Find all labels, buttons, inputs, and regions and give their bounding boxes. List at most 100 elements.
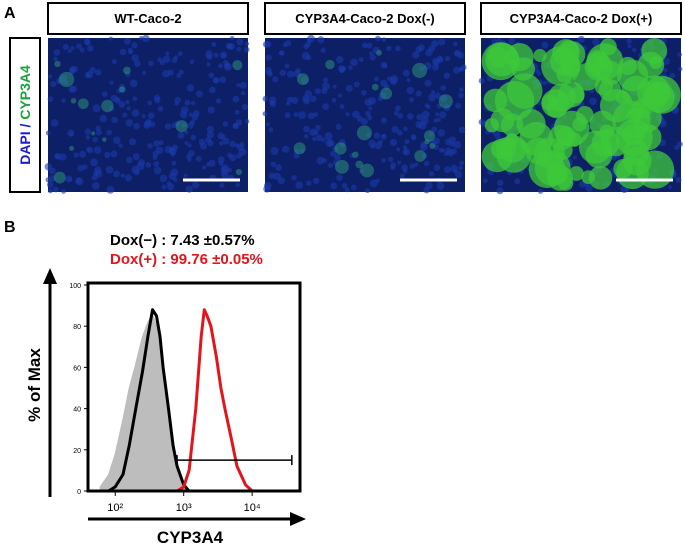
- nucleus: [219, 182, 225, 188]
- cyp3a4-signal: [58, 71, 75, 88]
- cyp3a4-signal: [494, 81, 535, 121]
- nucleus: [444, 55, 451, 62]
- nucleus: [433, 59, 439, 65]
- nucleus: [352, 110, 360, 119]
- nucleus: [131, 42, 138, 49]
- nucleus: [674, 145, 680, 151]
- nucleus: [134, 60, 141, 67]
- nucleus: [132, 96, 138, 102]
- nucleus: [70, 46, 75, 51]
- nucleus: [238, 147, 247, 156]
- nucleus: [370, 144, 375, 149]
- nucleus: [332, 84, 337, 89]
- nucleus: [211, 42, 217, 48]
- nucleus: [178, 69, 184, 75]
- y-label-box: [9, 37, 41, 193]
- annotation: Dox(+) : 99.76 ±0.05%: [110, 251, 263, 268]
- nucleus: [414, 162, 419, 167]
- nucleus: [307, 112, 315, 120]
- nucleus: [407, 113, 414, 120]
- cyp3a4-label: CYP3A4: [17, 65, 33, 120]
- nucleus: [667, 185, 672, 190]
- nucleus: [381, 133, 386, 138]
- nucleus: [84, 72, 91, 79]
- nucleus: [409, 97, 414, 103]
- annotation: Dox(−) : 7.43 ±0.57%: [110, 232, 255, 249]
- nucleus: [61, 188, 67, 194]
- nucleus: [164, 123, 172, 130]
- y-label: DAPI / CYP3A4: [17, 65, 33, 165]
- nucleus: [120, 173, 126, 178]
- nucleus: [61, 98, 66, 103]
- panel-title: WT-Caco-2: [114, 11, 181, 26]
- nucleus: [572, 155, 577, 160]
- nucleus: [145, 161, 152, 168]
- nucleus: [49, 167, 56, 175]
- nucleus: [50, 80, 57, 88]
- nucleus: [306, 180, 312, 186]
- nucleus: [263, 185, 271, 193]
- cyp3a4-signal: [412, 62, 428, 78]
- nucleus: [325, 139, 334, 147]
- nucleus: [314, 88, 321, 95]
- nucleus: [79, 150, 87, 158]
- cyp3a4-signal: [356, 125, 372, 141]
- dapi-label: DAPI: [17, 131, 33, 164]
- y-tick-label: 80: [73, 324, 81, 331]
- nucleus: [406, 86, 415, 95]
- nucleus: [453, 41, 458, 47]
- nucleus: [213, 52, 219, 58]
- nucleus: [455, 102, 462, 109]
- x-axis-label: CYP3A4: [157, 528, 224, 547]
- nucleus: [432, 63, 439, 71]
- nucleus: [223, 63, 230, 70]
- cyp3a4-signal: [380, 87, 393, 100]
- nucleus: [189, 59, 195, 65]
- nucleus: [295, 67, 301, 73]
- nucleus: [494, 133, 501, 140]
- panel-title: CYP3A4-Caco-2 Dox(+): [510, 11, 653, 26]
- nucleus: [239, 81, 247, 89]
- x-tick-label: 10³: [176, 502, 192, 514]
- cyp3a4-signal: [175, 120, 188, 133]
- nucleus: [460, 64, 467, 71]
- nucleus: [111, 58, 118, 65]
- nucleus: [386, 45, 392, 52]
- panel-title: CYP3A4-Caco-2 Dox(-): [295, 11, 434, 26]
- nucleus: [222, 121, 229, 127]
- nucleus: [626, 38, 632, 44]
- nucleus: [279, 69, 287, 77]
- nucleus: [315, 134, 323, 142]
- nucleus: [177, 131, 185, 139]
- nucleus: [417, 44, 425, 52]
- cyp3a4-signal: [626, 109, 641, 124]
- nucleus: [206, 125, 214, 133]
- nucleus: [402, 69, 410, 77]
- x-tick-label: 10²: [107, 502, 123, 514]
- nucleus: [439, 111, 447, 119]
- nucleus: [124, 174, 133, 182]
- nucleus: [77, 164, 84, 172]
- nucleus: [345, 112, 350, 117]
- nucleus: [344, 187, 350, 193]
- nucleus: [85, 135, 91, 140]
- panel-header: [264, 2, 466, 35]
- nucleus: [184, 99, 191, 106]
- nucleus: [119, 48, 127, 56]
- nucleus: [157, 106, 164, 112]
- nucleus: [397, 113, 404, 119]
- nucleus: [206, 62, 211, 67]
- nucleus: [337, 93, 342, 98]
- nucleus: [206, 162, 211, 167]
- nucleus: [53, 56, 58, 62]
- nucleus: [185, 185, 193, 193]
- nucleus: [437, 128, 446, 137]
- nucleus: [390, 162, 397, 169]
- nucleus: [387, 156, 394, 163]
- cyp3a4-signal: [623, 139, 650, 166]
- nucleus: [90, 158, 98, 167]
- nucleus: [53, 49, 61, 56]
- nucleus: [52, 186, 59, 193]
- nucleus: [179, 111, 188, 119]
- cyp3a4-signal: [371, 83, 379, 91]
